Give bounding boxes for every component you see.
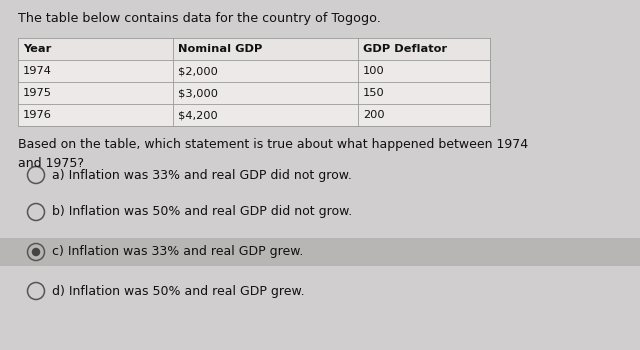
Circle shape (32, 248, 40, 256)
Text: Nominal GDP: Nominal GDP (178, 44, 262, 54)
Text: $3,000: $3,000 (178, 88, 218, 98)
Text: $2,000: $2,000 (178, 66, 218, 76)
Text: 200: 200 (363, 110, 385, 120)
Text: Year: Year (23, 44, 51, 54)
Bar (18, 104, 490, 126)
Bar (18, 60, 490, 82)
Text: 1974: 1974 (23, 66, 52, 76)
Text: 1975: 1975 (23, 88, 52, 98)
Bar (18, 82, 490, 104)
Text: GDP Deflator: GDP Deflator (363, 44, 447, 54)
Text: 150: 150 (363, 88, 385, 98)
Bar (18, 38, 490, 60)
Text: 100: 100 (363, 66, 385, 76)
Text: a) Inflation was 33% and real GDP did not grow.: a) Inflation was 33% and real GDP did no… (52, 168, 353, 182)
Text: $4,200: $4,200 (178, 110, 218, 120)
Text: The table below contains data for the country of Togogo.: The table below contains data for the co… (18, 12, 381, 25)
Text: b) Inflation was 50% and real GDP did not grow.: b) Inflation was 50% and real GDP did no… (52, 205, 353, 218)
Text: d) Inflation was 50% and real GDP grew.: d) Inflation was 50% and real GDP grew. (52, 285, 305, 297)
Text: c) Inflation was 33% and real GDP grew.: c) Inflation was 33% and real GDP grew. (52, 245, 304, 259)
Bar (0, 238, 640, 266)
Text: 1976: 1976 (23, 110, 52, 120)
Text: Based on the table, which statement is true about what happened between 1974
and: Based on the table, which statement is t… (18, 138, 528, 170)
